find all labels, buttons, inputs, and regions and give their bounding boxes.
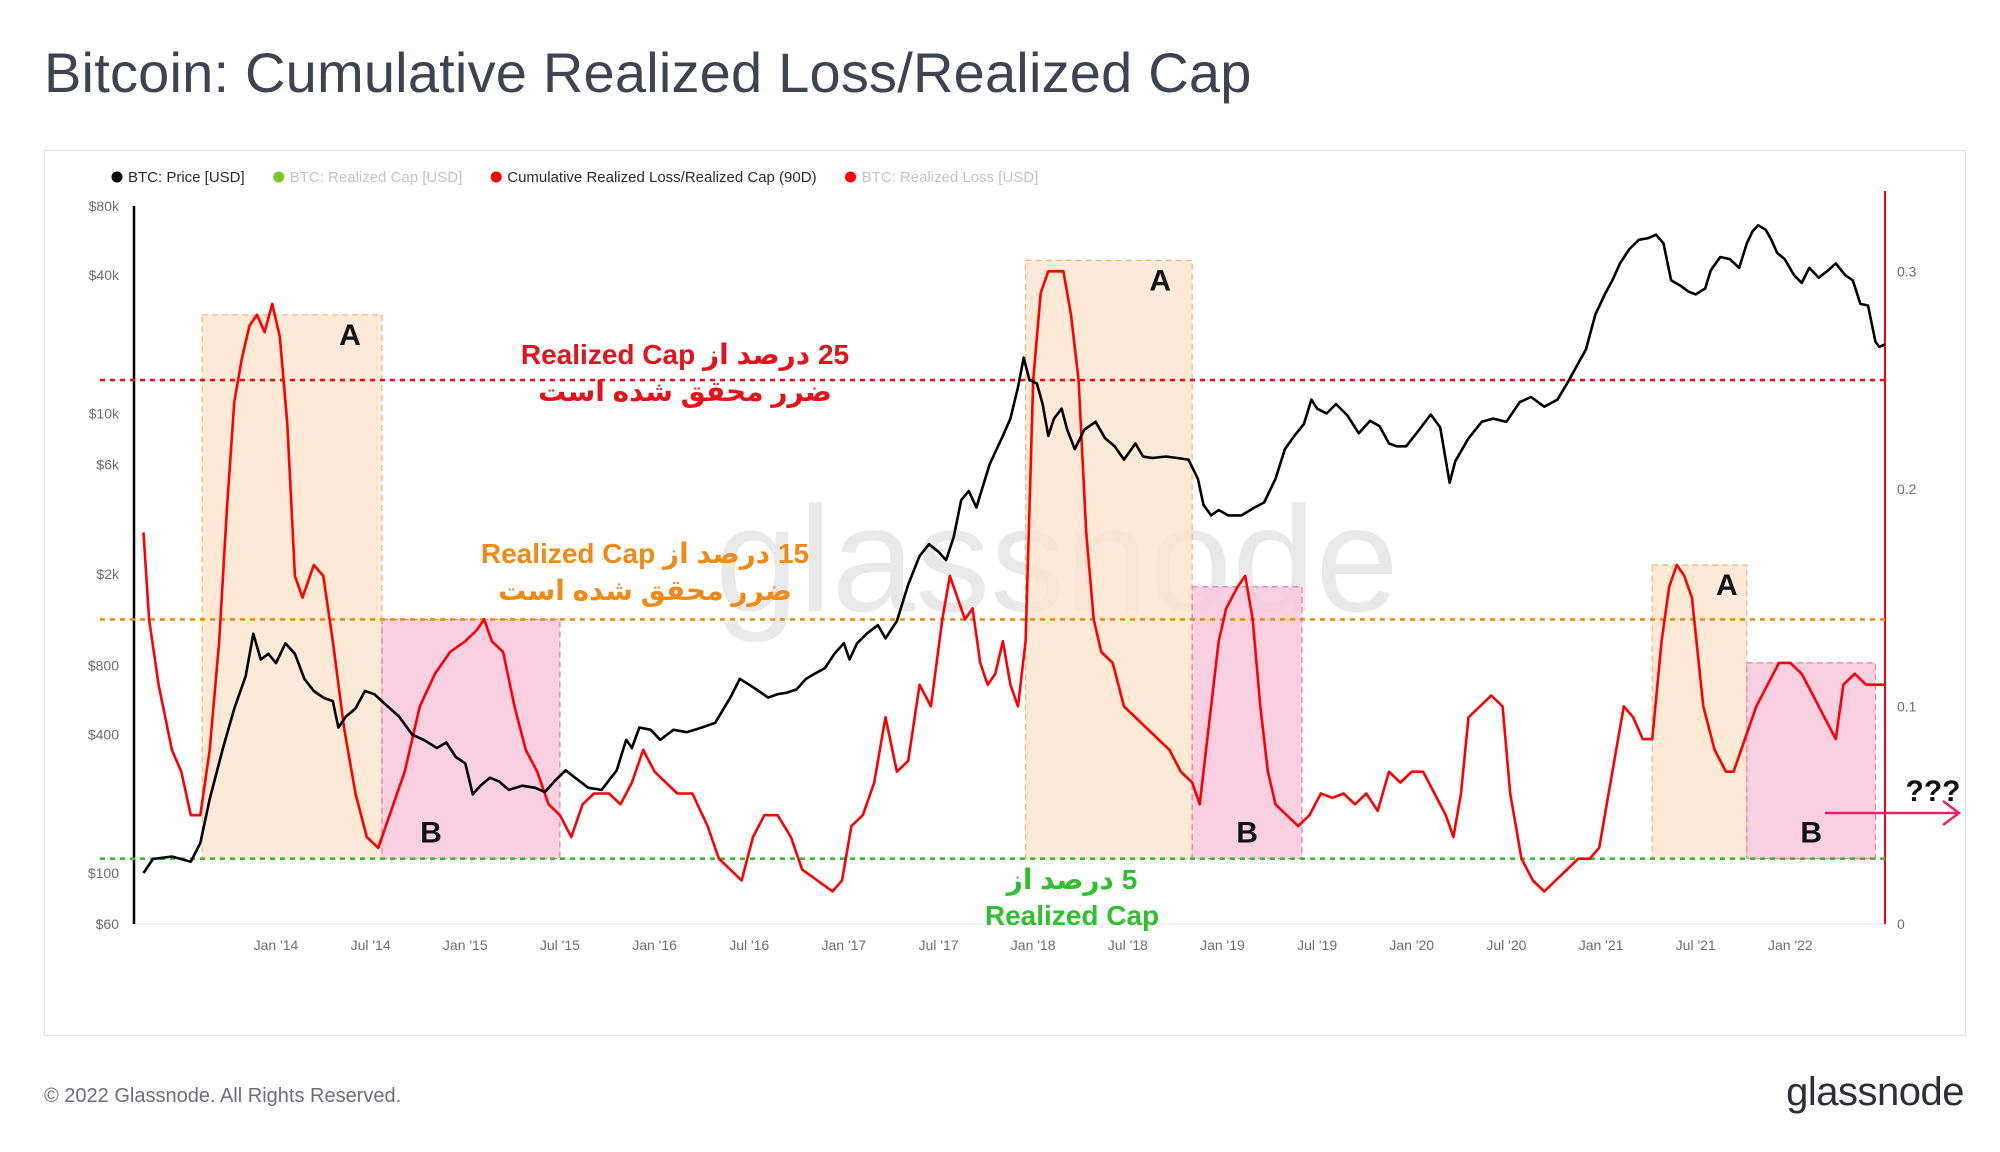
chart-legend: BTC: Price [USD] BTC: Realized Cap [USD] C… xyxy=(111,169,1039,186)
x-tick-label: Jul '18 xyxy=(1108,937,1148,953)
x-tick-label: Jan '20 xyxy=(1389,937,1434,953)
series-price-line xyxy=(142,223,1886,874)
series-ratio-line xyxy=(142,270,1885,893)
footer-logo: glassnode xyxy=(1786,1070,1964,1114)
y-right-tick-label: 0.2 xyxy=(1897,481,1917,497)
zone-label: B xyxy=(1800,817,1822,850)
reference-label-line1: 5 درصد از xyxy=(1005,864,1138,896)
legend-dot-2 xyxy=(490,171,502,183)
reference-label-line1: 15 درصد از Realized Cap xyxy=(481,538,809,570)
chart-svg: BTC: Price [USD] BTC: Realized Cap [USD] C… xyxy=(88,169,1962,953)
zone-label: A xyxy=(1149,264,1171,297)
chart-card: BTC: Price [USD] BTC: Realized Cap [USD] C… xyxy=(44,150,1966,1036)
legend-label-1: BTC: Realized Cap [USD] xyxy=(290,169,463,186)
y-axis-right: 0.3 0.2 0.1 0 xyxy=(1897,263,1917,932)
legend-label-0: BTC: Price [USD] xyxy=(128,169,245,186)
legend-dot-0 xyxy=(111,171,123,183)
zone-B-5 xyxy=(1746,662,1877,860)
page-title: Bitcoin: Cumulative Realized Loss/Realiz… xyxy=(44,41,1252,104)
zone-A-2 xyxy=(1024,259,1193,860)
legend-label-2: Cumulative Realized Loss/Realized Cap (9… xyxy=(507,169,816,186)
legend-dot-1 xyxy=(273,171,285,183)
x-tick-label: Jan '19 xyxy=(1200,937,1245,953)
x-tick-label: Jul '21 xyxy=(1676,937,1716,953)
arrow-head xyxy=(1942,800,1962,826)
reference-label-line1: 25 درصد از Realized Cap xyxy=(521,339,849,371)
y-left-tick-label: $10k xyxy=(89,405,120,421)
x-tick-label: Jan '16 xyxy=(632,937,677,953)
zone-label: A xyxy=(339,319,361,352)
y-left-tick-label: $40k xyxy=(89,267,120,283)
x-tick-label: Jan '21 xyxy=(1579,937,1624,953)
x-tick-label: Jan '14 xyxy=(254,937,299,953)
zone-A-0 xyxy=(201,314,383,860)
reference-label-line2: Realized Cap xyxy=(985,900,1159,931)
zone-label: A xyxy=(1716,569,1738,602)
x-tick-label: Jan '22 xyxy=(1768,937,1813,953)
footer-copyright: © 2022 Glassnode. All Rights Reserved. xyxy=(44,1085,402,1107)
y-left-tick-label: $80k xyxy=(89,198,120,214)
zone-A-4 xyxy=(1651,564,1748,860)
y-right-tick-label: 0.3 xyxy=(1897,263,1917,279)
x-tick-label: Jan '18 xyxy=(1011,937,1056,953)
y-axis-left: $80k $40k $10k $6k $2k $800 $400 $100 $60 xyxy=(88,198,120,932)
legend-dot-3 xyxy=(845,171,857,183)
y-right-tick-label: 0.1 xyxy=(1897,698,1917,714)
x-tick-label: Jul '17 xyxy=(918,937,958,953)
y-left-tick-label: $400 xyxy=(88,727,119,743)
y-left-tick-label: $2k xyxy=(96,566,120,582)
reference-lines: 25 درصد از Realized Cap ضرر محقق شده است 1… xyxy=(100,339,1885,931)
y-right-tick-label: 0 xyxy=(1897,916,1905,932)
x-tick-label: Jul '20 xyxy=(1486,937,1526,953)
question-annotation: ??? xyxy=(1906,775,1961,808)
zone-label: B xyxy=(420,817,442,850)
x-tick-label: Jan '15 xyxy=(443,937,488,953)
reference-label-line2: ضرر محقق شده است xyxy=(498,575,792,607)
x-tick-label: Jan '17 xyxy=(822,937,867,953)
reference-label-line2: ضرر محقق شده است xyxy=(538,376,832,408)
zone-label: B xyxy=(1236,817,1258,850)
legend-label-3: BTC: Realized Loss [USD] xyxy=(862,169,1039,186)
y-left-tick-label: $6k xyxy=(96,456,120,472)
y-left-tick-label: $800 xyxy=(88,658,119,674)
y-left-tick-label: $60 xyxy=(96,916,120,932)
annotations: A B A B A B??? xyxy=(339,264,1962,850)
x-tick-label: Jul '16 xyxy=(729,937,769,953)
x-axis: Jan '14 Jul '14 Jan '15 Jul '15 Jan '16 Jul '… xyxy=(134,923,1885,953)
x-tick-label: Jul '19 xyxy=(1297,937,1337,953)
zone-B-1 xyxy=(381,618,561,860)
x-tick-label: Jul '15 xyxy=(540,937,580,953)
zones xyxy=(201,259,1877,860)
y-left-tick-label: $100 xyxy=(88,865,119,881)
x-tick-label: Jul '14 xyxy=(351,937,391,953)
